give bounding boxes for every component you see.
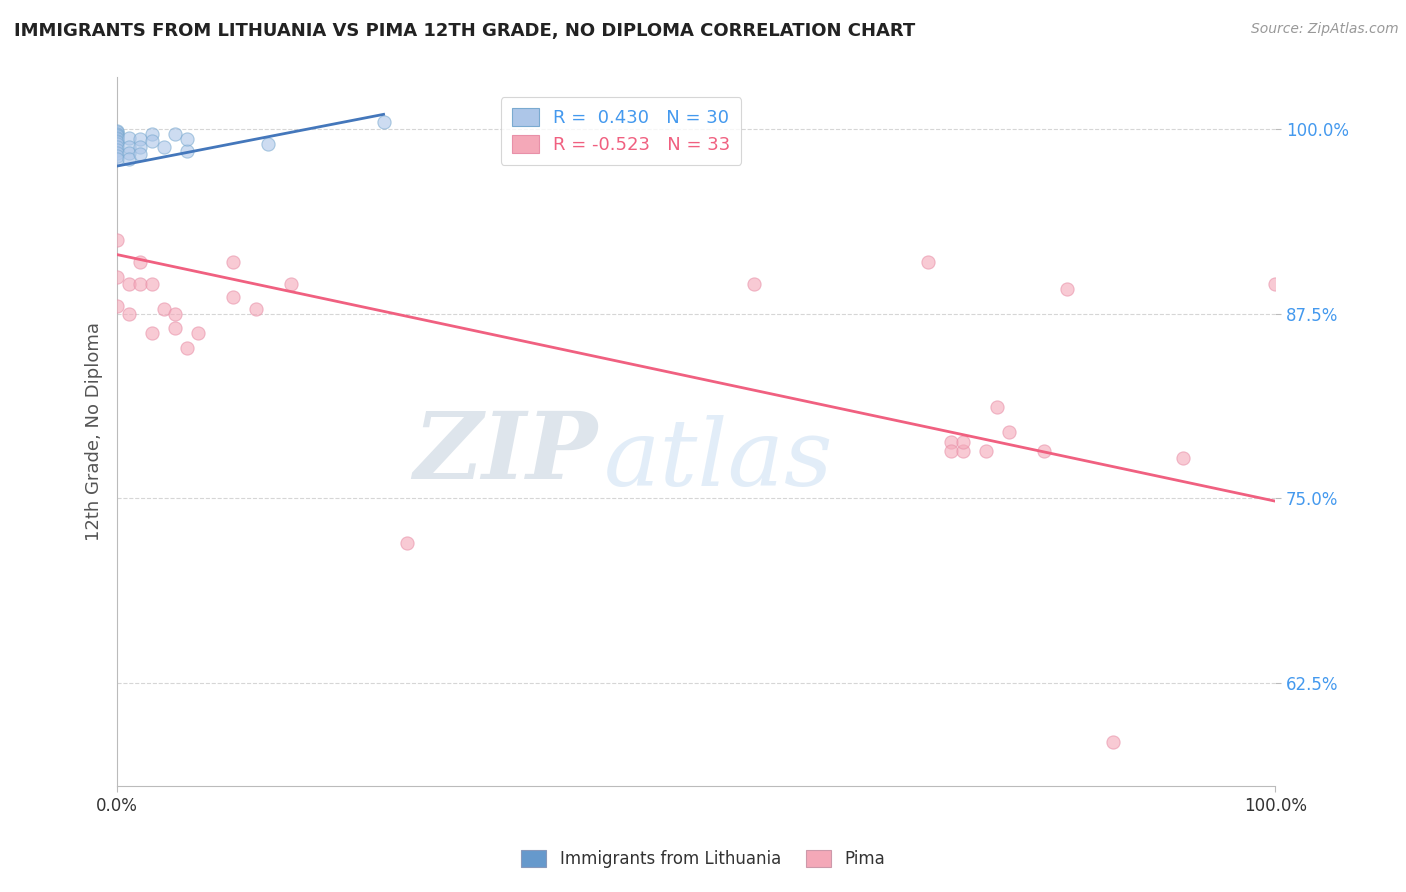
Point [939,435,962,450]
Point [118,307,141,321]
Point [373,114,395,128]
Point [141,326,163,340]
Point [105,140,128,154]
Point [105,299,128,313]
Point [222,290,245,304]
Text: atlas: atlas [603,415,834,505]
Point [165,321,187,335]
Point [952,444,974,458]
Text: Source: ZipAtlas.com: Source: ZipAtlas.com [1251,22,1399,37]
Point [280,277,302,292]
Point [165,307,187,321]
Point [105,136,128,151]
Legend: R =  0.430   N = 30, R = -0.523   N = 33: R = 0.430 N = 30, R = -0.523 N = 33 [501,97,741,165]
Point [917,255,939,269]
Point [105,143,128,157]
Point [152,302,174,317]
Point [129,277,152,292]
Point [742,277,765,292]
Point [1264,277,1286,292]
Point [939,444,962,458]
Point [118,131,141,145]
Legend: Immigrants from Lithuania, Pima: Immigrants from Lithuania, Pima [515,843,891,875]
Point [986,400,1008,414]
Point [176,145,198,159]
Point [105,152,128,166]
Point [105,134,128,148]
Point [187,326,209,340]
Point [245,302,267,317]
Point [222,255,245,269]
Point [105,149,128,163]
Point [105,145,128,160]
Point [105,128,128,142]
Point [105,125,128,139]
Point [176,132,198,146]
Point [256,136,278,151]
Text: IMMIGRANTS FROM LITHUANIA VS PIMA 12TH GRADE, NO DIPLOMA CORRELATION CHART: IMMIGRANTS FROM LITHUANIA VS PIMA 12TH G… [14,22,915,40]
Point [1171,451,1194,466]
Point [974,444,997,458]
Point [129,147,152,161]
Point [176,341,198,355]
Point [105,127,128,141]
Point [105,123,128,137]
Point [105,269,128,284]
Point [165,127,187,141]
Point [395,535,418,549]
Point [141,277,163,292]
Point [129,140,152,154]
Text: ZIP: ZIP [413,408,598,498]
Point [1056,282,1078,296]
Point [141,134,163,148]
Point [105,132,128,146]
Y-axis label: 12th Grade, No Diploma: 12th Grade, No Diploma [86,322,103,541]
Point [105,233,128,247]
Point [118,145,141,160]
Point [998,425,1021,439]
Point [118,277,141,292]
Point [1032,444,1054,458]
Point [1102,735,1125,749]
Point [129,132,152,146]
Point [129,255,152,269]
Point [141,127,163,141]
Point [105,131,128,145]
Point [152,140,174,154]
Point [118,152,141,166]
Point [105,136,128,150]
Point [952,435,974,450]
Point [105,129,128,144]
Point [118,140,141,154]
